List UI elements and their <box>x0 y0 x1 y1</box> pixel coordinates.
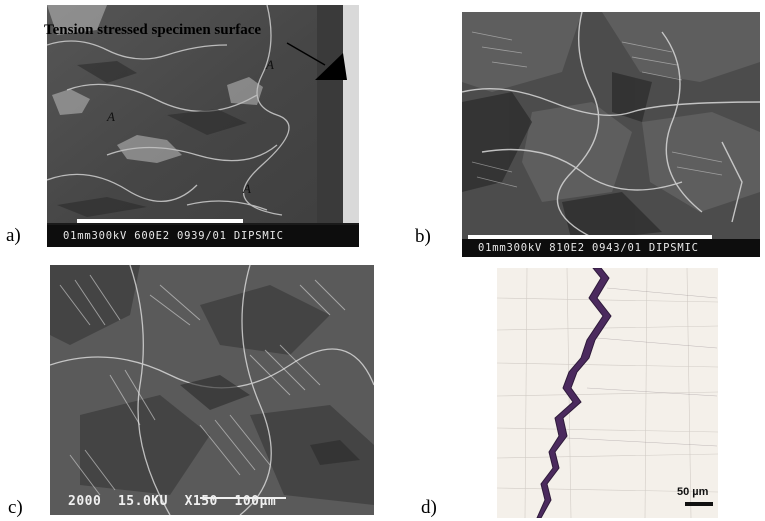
optical-texture-d <box>497 268 718 518</box>
marker-a-3: A <box>243 181 251 196</box>
scale-label-d: 50 µm <box>677 486 709 498</box>
panel-label-b: b) <box>415 226 431 247</box>
panel-label-c: c) <box>8 497 23 518</box>
micrograph-b: 01mm300kV 810E2 0943/01 DIPSMIC <box>462 12 760 257</box>
crack-path <box>536 268 612 518</box>
sem-texture-c <box>50 265 374 515</box>
micrograph-c: 2000 15.0KU X150 100µm <box>50 265 374 515</box>
annotation-tension-surface: Tension stressed specimen surface <box>44 22 262 38</box>
micrograph-d: 50 µm <box>497 268 718 518</box>
panel-label-a: a) <box>6 225 21 246</box>
sem-texture-b <box>462 12 760 257</box>
sem-info-bar-a: 01mm300kV 600E2 0939/01 DIPSMIC <box>47 225 359 247</box>
micrograph-a: 01mm300kV 600E2 0939/01 DIPSMIC A A A <box>47 5 359 247</box>
sem-info-bar-b: 01mm300kV 810E2 0943/01 DIPSMIC <box>462 239 760 257</box>
marker-a-2: A <box>107 109 115 124</box>
sem-texture-a <box>47 5 359 247</box>
panel-label-d: d) <box>421 497 437 518</box>
arrow-pointer-icon <box>315 53 347 80</box>
marker-a-1: A <box>266 57 274 72</box>
scale-arrow-c <box>200 497 286 499</box>
